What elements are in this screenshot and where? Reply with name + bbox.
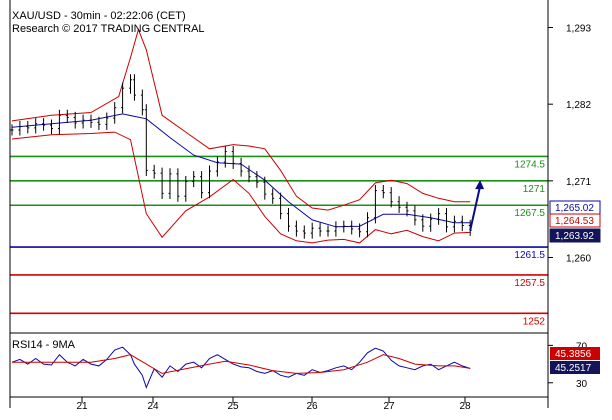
chart-title: XAU/USD - 30min - 02:22:06 (CET) (12, 10, 186, 22)
price-tag-label: 1,263.92 (555, 231, 594, 242)
x-tick-label: 28 (459, 401, 471, 412)
forecast-arrow-shaft (469, 185, 482, 231)
price-tag-box (549, 228, 601, 243)
rsi-y-tick-label: 70 (576, 341, 588, 352)
level-label: 1271 (523, 184, 546, 195)
level-label: 1274.5 (514, 159, 545, 170)
x-tick-label: 25 (227, 401, 239, 412)
price-tag-box (549, 213, 601, 228)
level-label: 1261.5 (514, 250, 545, 261)
price-tag-label: 1,265.02 (555, 203, 594, 214)
price-tag-label: 1,264.53 (555, 216, 594, 227)
x-tick-label: 27 (383, 401, 395, 412)
rsi-tag-label: 45.2517 (555, 363, 592, 374)
y-tick-label: 1,293 (566, 24, 591, 35)
y-tick-label: 1,271 (566, 177, 591, 188)
x-tick-label: 26 (306, 401, 318, 412)
bollinger-upper-line (11, 28, 471, 211)
main-panel: 1274.5 1271 1267.5 1261.5 1257.5 1252 (10, 28, 548, 327)
x-tick-label: 21 (76, 401, 88, 412)
forecast-arrow-head (475, 180, 485, 190)
y-tick-label: 1,282 (566, 100, 591, 111)
rsi-line (11, 346, 471, 389)
level-label: 1252 (523, 316, 546, 327)
level-label: 1267.5 (514, 208, 545, 219)
y-tick-label: 1,260 (566, 254, 591, 265)
bollinger-lower-line (11, 131, 471, 244)
rsi-ma-line (12, 354, 471, 374)
chart-subtitle: Research © 2017 TRADING CENTRAL (12, 23, 205, 35)
x-tick-label: 24 (147, 401, 159, 412)
rsi-y-tick-label: 30 (576, 379, 588, 390)
rsi-title: RSI14 - 9MA (12, 339, 76, 351)
level-label: 1257.5 (514, 278, 545, 289)
rsi-tag-label: 45.3856 (555, 349, 592, 360)
rsi-tag-box (550, 347, 600, 360)
axes: 1,293 1,282 1,271 1,260 70 30 21 24 25 26 27 28 1,26… (9, 0, 601, 412)
rsi-tag-box (550, 361, 600, 374)
rsi-panel (11, 346, 471, 389)
